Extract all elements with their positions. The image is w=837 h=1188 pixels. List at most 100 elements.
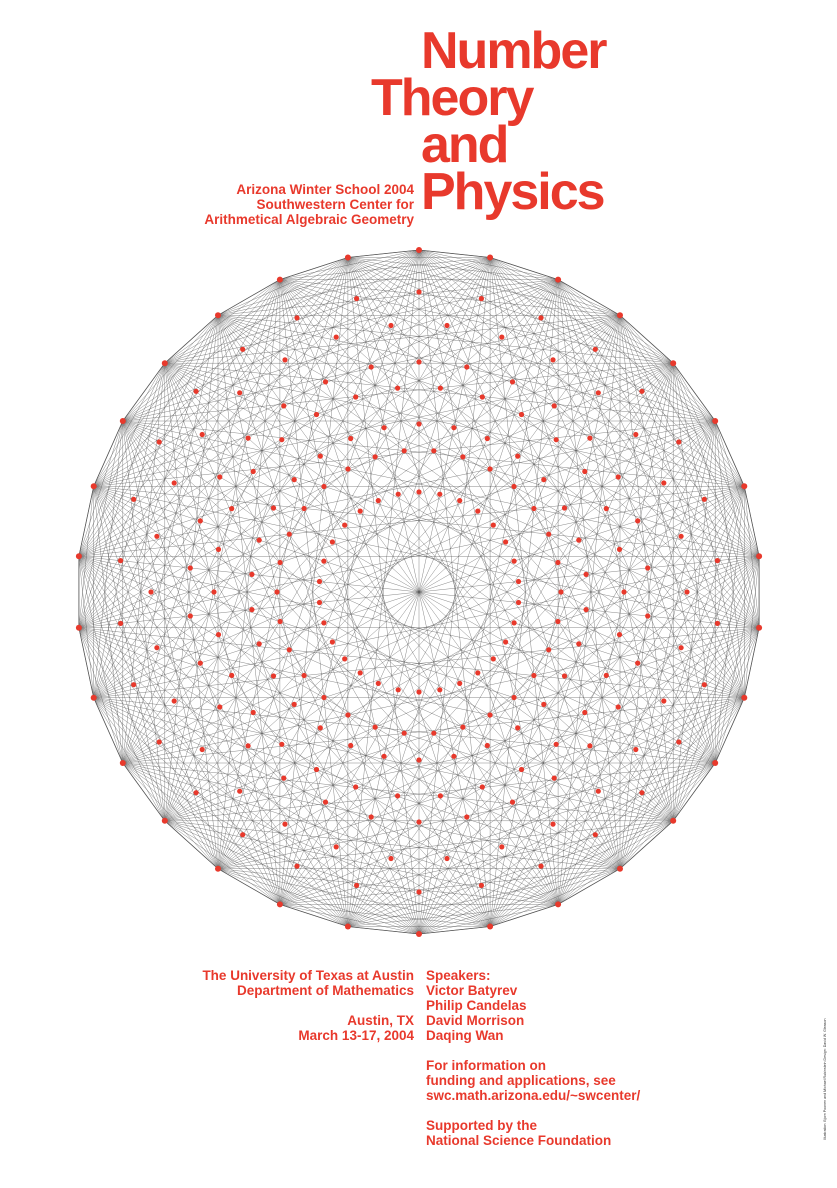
red-dot: [576, 537, 582, 543]
red-dot: [555, 618, 561, 625]
red-dot: [712, 418, 719, 424]
red-dot: [511, 558, 517, 564]
red-dot: [237, 788, 243, 794]
red-dot: [676, 439, 682, 445]
red-dot: [582, 709, 588, 716]
red-dot: [416, 931, 422, 937]
red-dot: [487, 466, 493, 472]
red-dot: [546, 647, 552, 653]
speaker-name: David Morrison: [426, 1013, 525, 1028]
design-credit: Illustration: Bjorn Poonen and Michael R…: [823, 1018, 827, 1140]
red-dot: [322, 799, 329, 805]
red-dot: [270, 505, 277, 511]
red-dot: [582, 468, 588, 475]
red-dot: [416, 421, 422, 427]
red-dot: [193, 388, 199, 394]
red-dot: [118, 558, 124, 564]
support-line-1: Supported by the: [426, 1118, 537, 1133]
red-dot: [639, 790, 645, 796]
red-dot: [301, 505, 307, 512]
red-dot: [550, 821, 556, 827]
red-dot: [576, 641, 582, 647]
red-dot: [444, 322, 450, 329]
red-dot: [119, 760, 126, 766]
info-line-2: funding and applications, see: [426, 1073, 616, 1088]
event-city: Austin, TX: [347, 1013, 414, 1028]
red-dot: [437, 793, 443, 799]
red-dot: [250, 468, 256, 475]
red-dot: [156, 439, 162, 445]
info-block: Speakers: Victor Batyrev Philip Candelas…: [426, 968, 640, 1148]
university-name: The University of Texas at Austin: [202, 968, 414, 983]
red-dot: [345, 466, 351, 472]
speaker-name: Daqing Wan: [426, 1028, 504, 1043]
red-dot: [229, 506, 235, 512]
subtitle-line-3: Arithmetical Algebraic Geometry: [204, 212, 414, 227]
red-dot: [313, 766, 320, 773]
red-dot: [478, 296, 484, 302]
red-dot: [294, 315, 300, 321]
red-dot: [503, 539, 509, 545]
red-dot: [345, 712, 351, 718]
red-dot: [321, 694, 327, 701]
red-dot: [457, 498, 463, 504]
red-dot: [515, 599, 522, 606]
red-dot: [538, 863, 544, 869]
red-dot: [583, 571, 589, 578]
red-dot: [75, 624, 82, 631]
red-dot: [561, 673, 568, 679]
red-dot: [661, 480, 667, 486]
red-dot: [119, 418, 126, 424]
red-dot: [464, 814, 470, 820]
red-dot: [237, 390, 243, 396]
red-dot: [171, 698, 177, 704]
red-dot: [322, 379, 329, 385]
info-url-link[interactable]: swc.math.arizona.edu/~swcenter/: [426, 1088, 641, 1103]
red-dot: [515, 725, 521, 731]
red-dot: [741, 483, 748, 490]
red-dot: [553, 741, 559, 747]
red-dot: [499, 844, 505, 850]
red-dot: [245, 743, 251, 749]
title-line-2: Theory: [371, 69, 534, 127]
red-dot: [416, 489, 422, 495]
red-dot: [616, 632, 623, 638]
red-dot: [75, 553, 82, 560]
red-dot: [279, 437, 285, 443]
speakers-heading: Speakers:: [426, 968, 491, 983]
red-dot: [546, 531, 552, 537]
red-dot: [240, 346, 246, 352]
red-dot: [451, 753, 457, 759]
red-dot: [490, 522, 496, 528]
red-dot: [701, 496, 707, 502]
red-dot: [484, 435, 490, 442]
intersection-dots: [75, 247, 763, 937]
red-dot: [375, 498, 381, 504]
red-dot: [215, 312, 221, 319]
red-dot: [617, 865, 623, 872]
red-dot: [357, 508, 363, 514]
red-dot: [321, 620, 327, 626]
red-dot: [395, 793, 401, 799]
red-dot: [633, 431, 639, 438]
red-dot: [281, 775, 287, 781]
red-dot: [487, 923, 494, 930]
red-dot: [416, 289, 422, 295]
red-dot: [587, 743, 593, 749]
red-dot: [286, 647, 292, 653]
red-dot: [348, 742, 354, 749]
red-dot: [199, 746, 205, 753]
red-dot: [603, 672, 609, 679]
poster-title: Number Theory and Physics: [371, 22, 607, 218]
red-dot: [368, 364, 374, 370]
red-dot: [475, 508, 481, 514]
red-dot: [616, 546, 623, 553]
title-line-1: Number: [421, 22, 607, 80]
red-dot: [509, 379, 516, 385]
red-dot: [256, 537, 262, 543]
red-dot: [633, 746, 639, 753]
red-dot: [154, 533, 160, 539]
red-dot: [712, 760, 719, 766]
red-dot: [118, 620, 124, 627]
red-dot: [587, 435, 593, 441]
